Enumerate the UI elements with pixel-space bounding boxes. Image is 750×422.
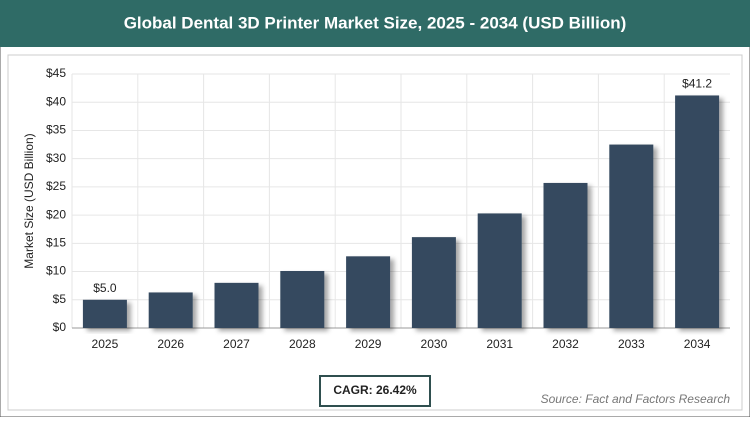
x-tick-label: 2028 (289, 337, 316, 351)
header (0, 0, 750, 47)
x-tick-label: 2029 (355, 337, 382, 351)
cagr: CAGR: 26.42% (333, 383, 417, 397)
y-tick-label: $10 (46, 264, 66, 278)
bar (148, 292, 193, 328)
bar (477, 213, 522, 328)
y-tick-label: $20 (46, 207, 66, 221)
bar (411, 237, 456, 328)
y-tick-label: $40 (46, 94, 66, 108)
bar (675, 95, 720, 329)
x-tick-label: 2033 (618, 337, 645, 351)
y-tick-label: $25 (46, 179, 66, 193)
x-tick-label: 2025 (92, 337, 119, 351)
cagr-box (319, 375, 431, 407)
x-tick-label: 2026 (157, 337, 184, 351)
x-tick-label: 2032 (552, 337, 579, 351)
y-tick-label: $35 (46, 123, 66, 137)
bar (280, 270, 325, 328)
plot-frame (7, 54, 743, 411)
x-tick-label: 2027 (223, 337, 250, 351)
y-tick-label: $30 (46, 151, 66, 165)
bar (609, 144, 654, 328)
value-label: $5.0 (93, 281, 117, 295)
y-tick-label: $0 (53, 320, 67, 334)
chart-title: Global Dental 3D Printer Market Size, 20… (124, 13, 627, 32)
x-tick-label: 2030 (421, 337, 448, 351)
y-tick-label: $15 (46, 236, 66, 250)
bar (214, 282, 259, 328)
bar (82, 299, 127, 328)
source: Source: Fact and Factors Research (541, 392, 731, 406)
y-tick-label: $5 (53, 292, 67, 306)
y-axis-label: Market Size (USD Billion) (22, 133, 36, 268)
x-tick-label: 2031 (486, 337, 513, 351)
bar (543, 182, 588, 328)
value-label: $41.2 (682, 77, 712, 91)
y-tick-label: $45 (46, 66, 66, 80)
bar (346, 256, 391, 328)
x-tick-label: 2034 (684, 337, 711, 351)
